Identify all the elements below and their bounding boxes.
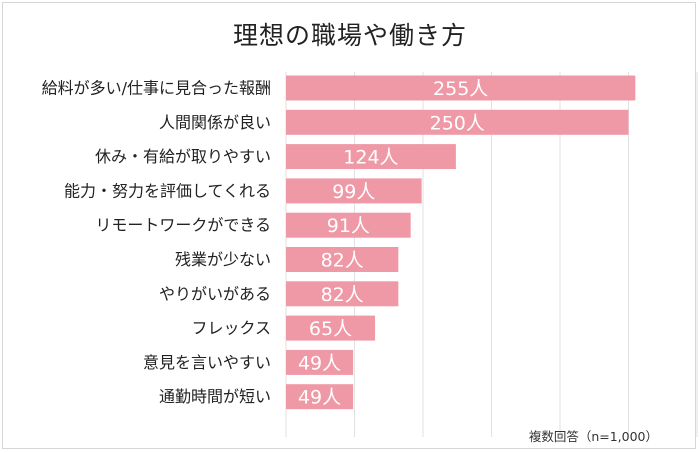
category-label: 残業が少ない	[175, 250, 271, 269]
bar	[286, 75, 636, 101]
category-label: やりがいがある	[159, 284, 271, 303]
bar	[286, 349, 354, 375]
value-label: 82人	[321, 250, 364, 272]
category-label: リモートワークができる	[95, 216, 271, 235]
bar	[286, 315, 376, 341]
sample-note: 複数回答（n=1,000）	[528, 429, 658, 444]
bar	[286, 144, 456, 170]
category-label: 意見を言いやすい	[143, 353, 271, 372]
category-label: 通勤時間が短い	[159, 387, 271, 406]
value-label: 99人	[332, 181, 375, 203]
category-label: 人間関係が良い	[159, 113, 271, 132]
value-label: 255人	[433, 78, 488, 100]
category-label: フレックス	[191, 319, 271, 338]
bar	[286, 178, 422, 204]
bar	[286, 384, 354, 410]
value-label: 49人	[298, 387, 341, 409]
value-label: 91人	[327, 215, 370, 237]
bar	[286, 212, 411, 238]
value-label: 65人	[309, 318, 352, 340]
bar	[286, 109, 629, 135]
value-label: 250人	[430, 112, 485, 134]
bar	[286, 247, 399, 272]
chart-title: 理想の職場や働き方	[232, 21, 467, 50]
value-label: 49人	[298, 352, 341, 374]
bar	[286, 281, 399, 307]
value-label: 124人	[343, 147, 398, 169]
category-label: 給料が多い/仕事に見合った報酬	[42, 79, 271, 98]
category-label: 休み・有給が取りやすい	[95, 147, 271, 166]
value-label: 82人	[321, 284, 364, 306]
category-label: 能力・努力を評価してくれる	[64, 181, 271, 200]
